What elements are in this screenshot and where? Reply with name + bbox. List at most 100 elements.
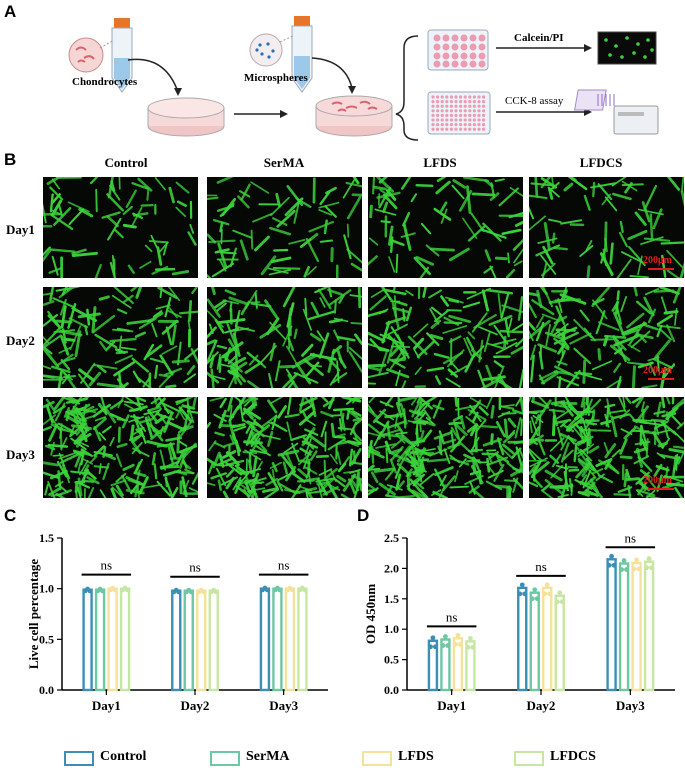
column-header-lfds: LFDS xyxy=(423,155,457,170)
data-point xyxy=(188,589,194,595)
legend-swatch-serma xyxy=(210,751,240,766)
data-point xyxy=(619,567,625,572)
scale-bar-label: 200μm xyxy=(643,475,672,486)
data-point xyxy=(470,644,476,650)
data-point xyxy=(547,591,553,597)
x-tick-label: Day2 xyxy=(527,698,556,713)
micrograph-day1-lfdcs xyxy=(529,177,684,278)
micrograph-day3-control xyxy=(43,397,198,498)
micrograph-day1-control xyxy=(43,177,198,278)
data-point xyxy=(631,566,637,572)
bar-lfds-day3 xyxy=(631,561,642,692)
bar-control-day3 xyxy=(259,587,271,692)
micrograph-day3-lfds xyxy=(368,397,523,498)
y-tick-label: 1.5 xyxy=(39,531,54,545)
micrograph-day1-lfds xyxy=(368,177,523,278)
bar-control-day1 xyxy=(427,639,439,692)
data-point xyxy=(289,587,295,593)
column-header-serma: SerMA xyxy=(263,155,305,170)
significance-label: ns xyxy=(278,558,290,573)
y-tick-label: 1.5 xyxy=(384,592,399,606)
legend: Control SerMA LFDS LFDCS xyxy=(0,742,685,772)
row-header-day3: Day3 xyxy=(6,447,35,462)
bar-control-day2 xyxy=(171,589,182,692)
bar-serma-day2 xyxy=(529,591,540,692)
legend-label-control: Control xyxy=(100,749,147,764)
data-point xyxy=(559,599,565,605)
x-tick-label: Day3 xyxy=(616,698,645,713)
data-point xyxy=(534,596,540,602)
data-point xyxy=(517,591,523,597)
data-point xyxy=(609,553,614,559)
legend-swatch-lfdcs xyxy=(514,751,544,766)
y-tick-label: 0.0 xyxy=(39,683,54,697)
cck8-label: CCK-8 assay xyxy=(505,95,564,107)
significance-label: ns xyxy=(535,559,547,574)
data-point xyxy=(201,589,207,595)
chart-od-450nm: 0.0 0.5 1.0 1.5 2.0 2.5 OD 450nm Day1 ns Day2 ns Da… xyxy=(363,530,675,713)
data-point xyxy=(455,632,461,638)
data-point xyxy=(440,643,446,648)
row-header-day1: Day1 xyxy=(6,222,35,237)
scale-bar xyxy=(648,378,674,380)
bar-lfdcs-day3 xyxy=(643,560,655,692)
data-point xyxy=(606,562,612,568)
culture-dish-1 xyxy=(147,97,225,137)
bar-lfds-day2 xyxy=(196,589,207,692)
microspheres-label: Microspheres xyxy=(244,72,308,84)
data-point xyxy=(544,582,550,588)
x-tick-label: Day2 xyxy=(181,698,210,713)
well-plate-24-icon xyxy=(427,29,489,71)
scale-bar-label: 200μm xyxy=(643,365,672,376)
bar-lfdcs-day1 xyxy=(119,587,131,692)
x-tick-label: Day1 xyxy=(437,698,466,713)
panel-letter-c: C xyxy=(4,506,17,525)
bar-serma-day2 xyxy=(183,589,194,692)
bar-lfdcs-day1 xyxy=(465,640,476,692)
bar-control-day2 xyxy=(517,586,528,692)
data-point xyxy=(465,644,471,650)
legend-label-serma: SerMA xyxy=(246,749,290,764)
data-point xyxy=(302,587,308,593)
y-tick-label: 1.0 xyxy=(39,582,54,596)
arrow-to-dish-icon xyxy=(127,58,179,93)
data-point xyxy=(453,641,458,647)
culture-dish-2 xyxy=(315,95,393,137)
y-axis-title: OD 450nm xyxy=(363,584,378,644)
data-point xyxy=(624,567,629,572)
chondrocytes-label: Chondrocytes xyxy=(72,76,138,88)
data-point xyxy=(213,589,219,595)
plate-reader-icon xyxy=(574,89,659,135)
legend-swatch-control xyxy=(64,751,94,766)
micrograph-day2-control xyxy=(43,287,198,388)
data-point xyxy=(432,644,438,650)
data-point xyxy=(125,587,130,593)
data-point xyxy=(176,589,182,595)
micrograph-day2-lfds xyxy=(368,287,523,388)
micrograph-day2-serma xyxy=(207,287,362,388)
data-point xyxy=(87,588,93,594)
data-point xyxy=(100,588,105,594)
column-header-control: Control xyxy=(104,155,148,170)
data-point xyxy=(529,596,535,602)
bar-lfdcs-day2 xyxy=(554,594,565,692)
micrograph-day3-serma xyxy=(207,397,362,498)
well-plate-96-icon xyxy=(427,91,491,135)
bar-lfds-day1 xyxy=(107,587,118,692)
bar-serma-day3 xyxy=(618,562,630,692)
data-point xyxy=(522,591,528,597)
scale-bar-label: 200μm xyxy=(643,255,672,266)
data-point xyxy=(445,643,451,648)
data-point xyxy=(468,635,473,641)
data-point xyxy=(264,587,270,593)
data-point xyxy=(634,557,639,563)
calcein-pi-label: Calcein/PI xyxy=(514,32,564,44)
micrograph-day2-lfdcs xyxy=(529,287,684,388)
bar-control-day3 xyxy=(606,558,617,692)
bar-lfdcs-day3 xyxy=(297,587,308,692)
data-point xyxy=(430,635,436,641)
arrow-to-dish2-icon xyxy=(311,57,353,89)
data-point xyxy=(636,566,642,572)
data-point xyxy=(277,587,283,593)
data-point xyxy=(532,587,538,593)
